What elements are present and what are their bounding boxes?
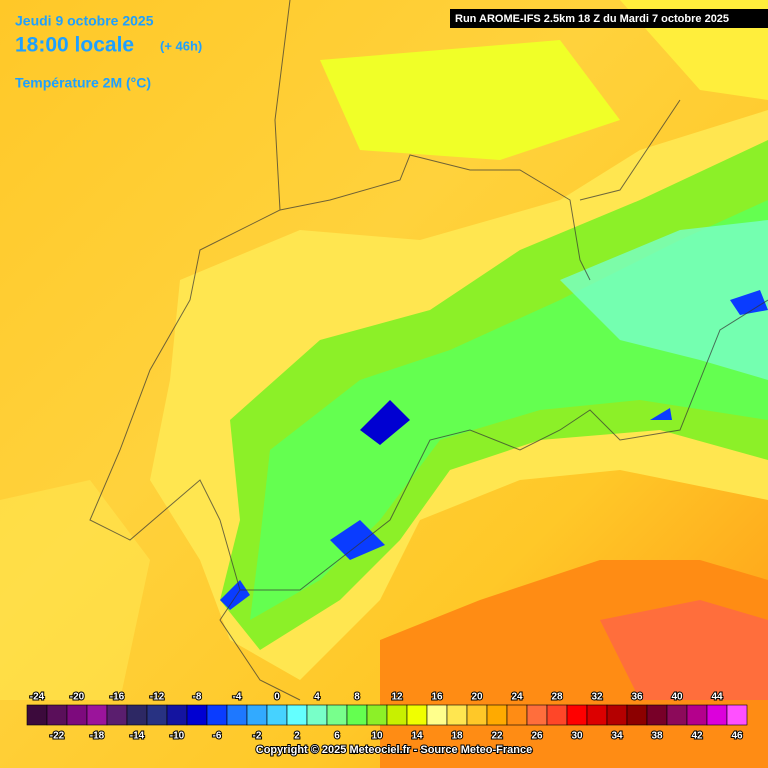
- legend-swatch: [266, 704, 288, 726]
- copyright: Copyright © 2025 Meteociel.fr - Source M…: [256, 744, 532, 756]
- legend-swatch: [466, 704, 488, 726]
- legend-swatch: [26, 704, 48, 726]
- legend-swatch: [346, 704, 368, 726]
- legend-swatch: [406, 704, 428, 726]
- legend-label: 16: [431, 692, 443, 703]
- legend-label: -24: [30, 692, 45, 703]
- lead-time: (+ 46h): [160, 38, 202, 53]
- legend-swatch: [546, 704, 568, 726]
- legend-label: 4: [314, 692, 320, 703]
- legend-label: 38: [651, 731, 663, 742]
- legend-swatch: [326, 704, 348, 726]
- legend-label: 28: [551, 692, 563, 703]
- legend-swatch: [226, 704, 248, 726]
- legend-swatch: [606, 704, 628, 726]
- legend-label: -20: [70, 692, 85, 703]
- legend-label: -18: [90, 731, 105, 742]
- legend-label: -2: [253, 731, 262, 742]
- legend-swatch: [726, 704, 748, 726]
- legend-label: 12: [391, 692, 403, 703]
- legend-label: 24: [511, 692, 523, 703]
- legend-label: 40: [671, 692, 683, 703]
- legend-swatch: [506, 704, 528, 726]
- legend-label: 8: [354, 692, 360, 703]
- legend-label: -4: [233, 692, 242, 703]
- legend-label: 2: [294, 731, 300, 742]
- legend-label: 10: [371, 731, 383, 742]
- legend-label: -6: [213, 731, 222, 742]
- run-banner: [450, 9, 768, 28]
- legend-swatch: [306, 704, 328, 726]
- legend-swatch: [146, 704, 168, 726]
- legend-swatch: [486, 704, 508, 726]
- legend-swatch: [626, 704, 648, 726]
- run-info: Run AROME-IFS 2.5km 18 Z du Mardi 7 octo…: [455, 13, 729, 25]
- legend-label: -10: [170, 731, 185, 742]
- legend-label: 18: [451, 731, 463, 742]
- legend-label: 14: [411, 731, 423, 742]
- legend-label: -12: [150, 692, 165, 703]
- legend-label: 44: [711, 692, 723, 703]
- legend-label: 36: [631, 692, 643, 703]
- legend-label: -14: [130, 731, 145, 742]
- legend-swatch: [426, 704, 448, 726]
- legend-swatch: [366, 704, 388, 726]
- legend-swatch: [126, 704, 148, 726]
- legend-label: 32: [591, 692, 603, 703]
- legend-label: 34: [611, 731, 623, 742]
- legend-swatch: [246, 704, 268, 726]
- legend-swatch: [586, 704, 608, 726]
- legend-swatch: [186, 704, 208, 726]
- parameter: Température 2M (°C): [15, 75, 151, 91]
- legend-swatch: [166, 704, 188, 726]
- legend-swatch: [446, 704, 468, 726]
- legend-swatch: [66, 704, 88, 726]
- legend-swatch: [526, 704, 548, 726]
- legend-swatch: [666, 704, 688, 726]
- legend-swatch: [706, 704, 728, 726]
- legend-label: 20: [471, 692, 483, 703]
- legend-label: -16: [110, 692, 125, 703]
- legend-label: 0: [274, 692, 280, 703]
- legend-swatch: [106, 704, 128, 726]
- legend-label: 42: [691, 731, 703, 742]
- legend-swatch: [46, 704, 68, 726]
- legend-swatch: [206, 704, 228, 726]
- legend-label: -8: [193, 692, 202, 703]
- legend-swatch: [386, 704, 408, 726]
- legend-label: 22: [491, 731, 503, 742]
- legend-label: 6: [334, 731, 340, 742]
- legend-swatch: [286, 704, 308, 726]
- legend-label: 26: [531, 731, 543, 742]
- legend-label: 46: [731, 731, 743, 742]
- forecast-time: 18:00 locale: [15, 34, 134, 57]
- legend-swatch: [86, 704, 108, 726]
- legend-swatch: [686, 704, 708, 726]
- legend: -24-22-20-18-16-14-12-10-8-6-4-202468101…: [26, 691, 748, 743]
- legend-swatch: [566, 704, 588, 726]
- legend-swatch: [646, 704, 668, 726]
- legend-label: -22: [50, 731, 65, 742]
- forecast-date: Jeudi 9 octobre 2025: [15, 13, 154, 29]
- borders: [89, 0, 768, 701]
- legend-label: 30: [571, 731, 583, 742]
